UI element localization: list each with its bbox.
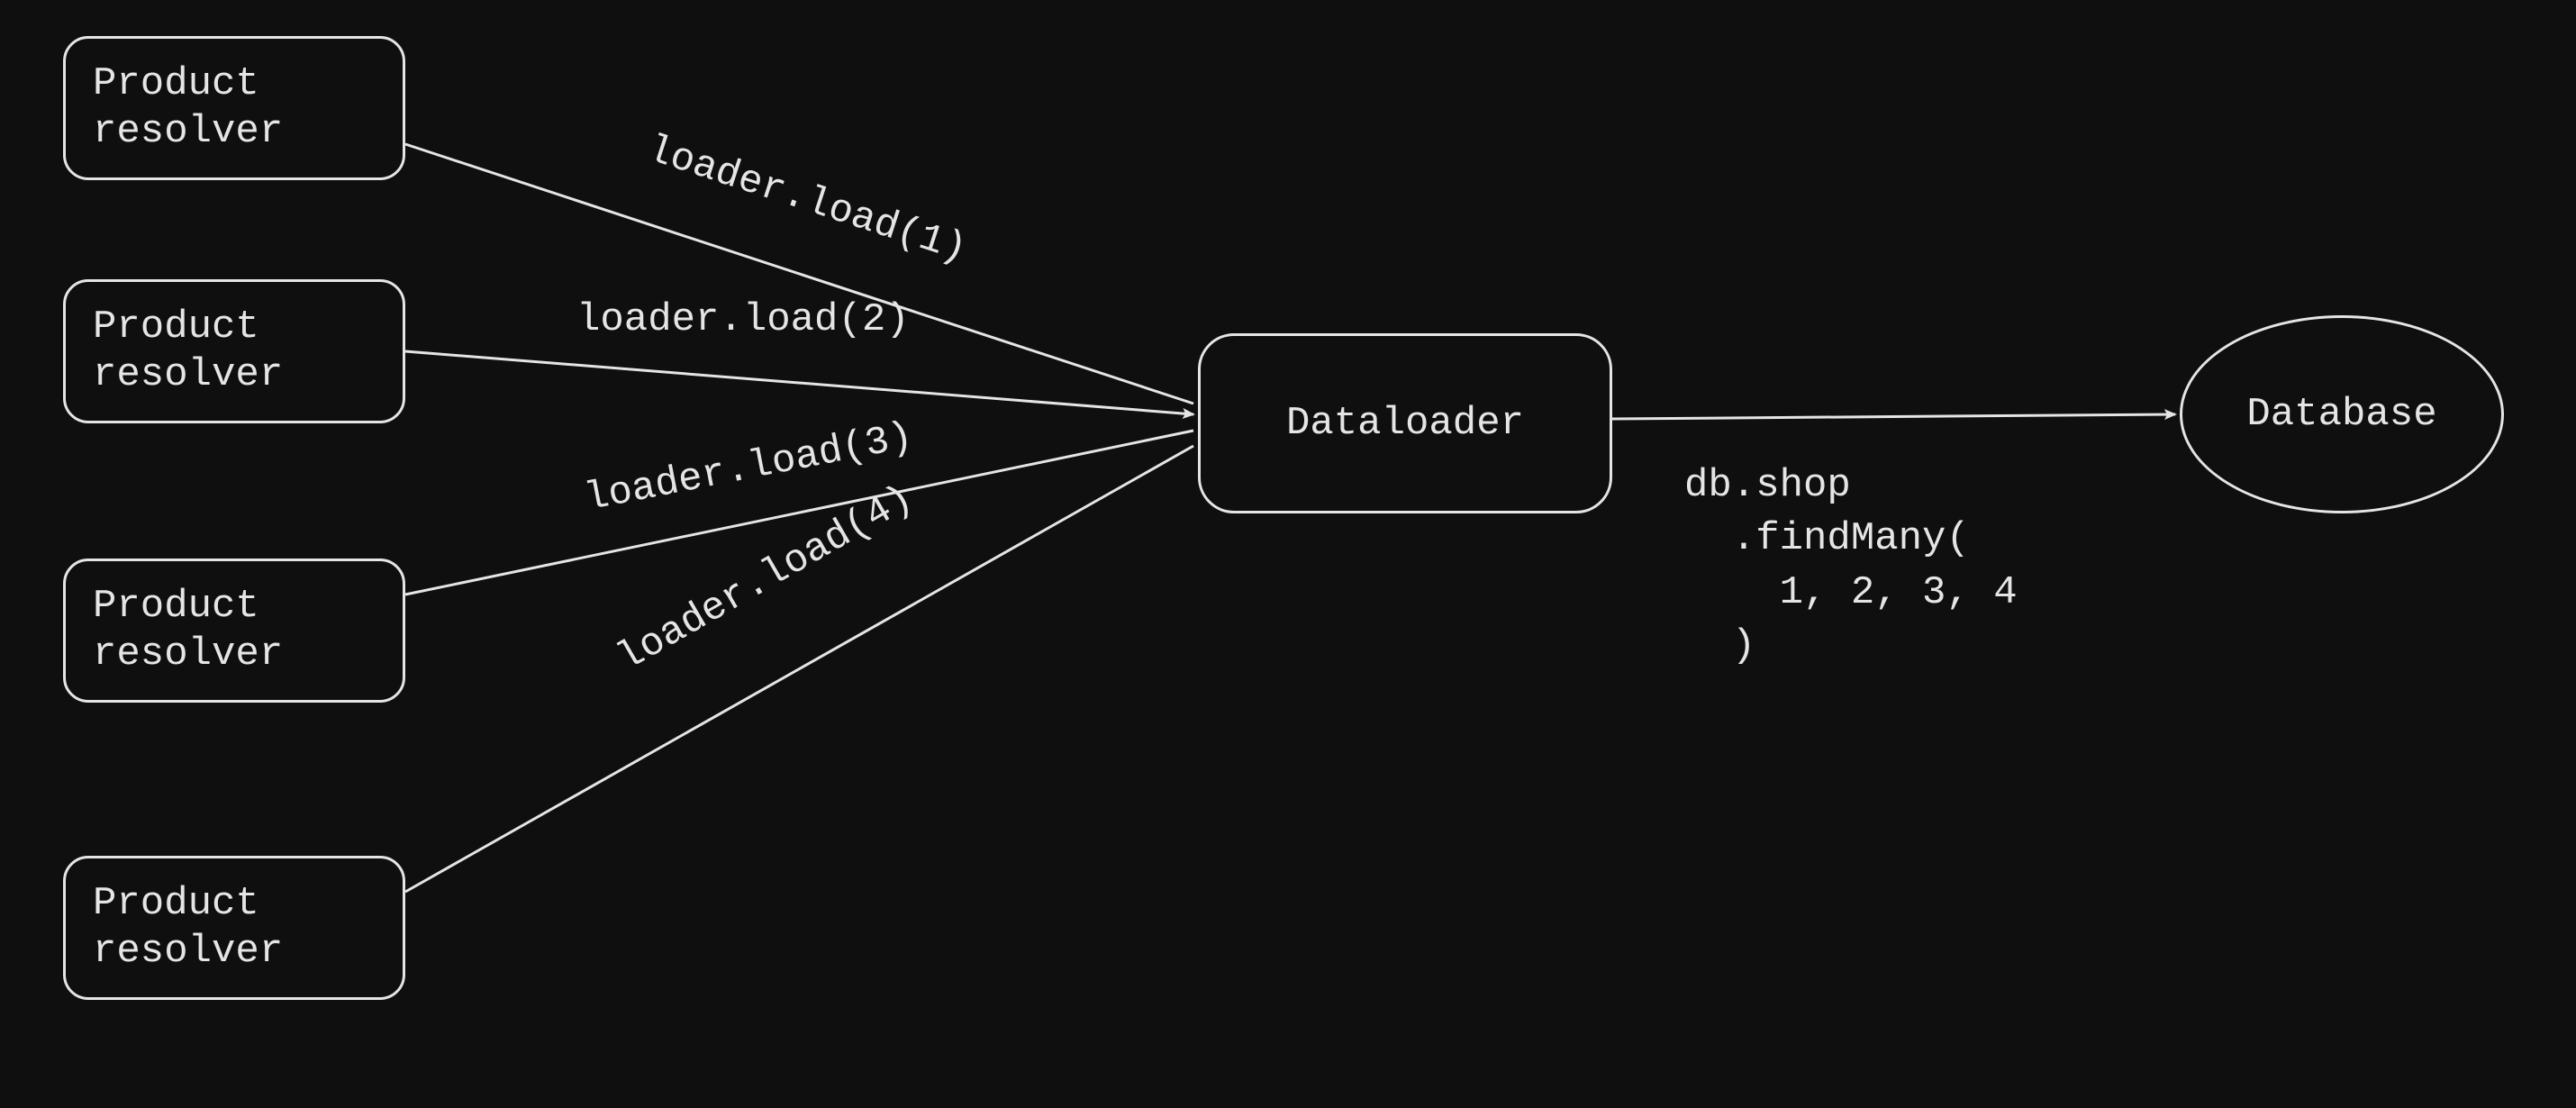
resolver-node-4: Product resolver [63,856,405,1000]
database-node-label: Database [2246,392,2436,437]
dataloader-node-label: Dataloader [1286,400,1524,448]
resolver-node-3-label: Product resolver [93,583,283,678]
resolver-node-1: Product resolver [63,36,405,180]
resolver-node-3: Product resolver [63,559,405,703]
resolver-node-2-label: Product resolver [93,304,283,399]
dataloader-node: Dataloader [1198,333,1612,513]
edge-label-5: db.shop .findMany( 1, 2, 3, 4 ) [1684,459,2018,674]
resolver-node-4-label: Product resolver [93,880,283,976]
edge-r2-dl [405,351,1193,414]
resolver-node-1-label: Product resolver [93,60,283,156]
resolver-node-2: Product resolver [63,279,405,423]
edge-label-1: loader.load(1) [641,127,972,273]
database-node: Database [2180,315,2504,513]
edge-dl-db [1612,414,2175,419]
edge-r4-dl [405,446,1193,892]
edge-label-2: loader.load(2) [576,297,910,342]
